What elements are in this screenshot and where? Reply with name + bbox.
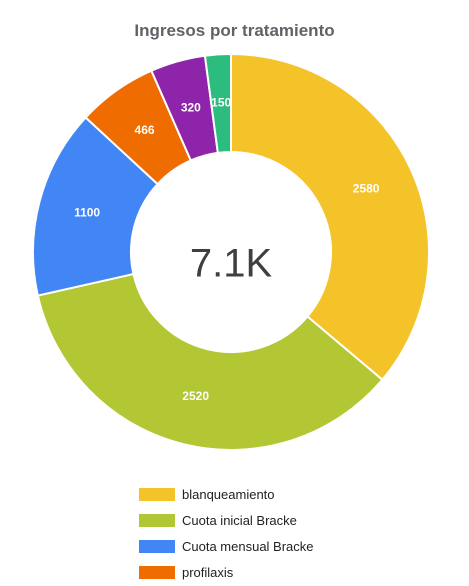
slice-value-label: 466: [135, 123, 155, 137]
slice-value-label: 2520: [182, 389, 209, 403]
slice-value-label: 320: [181, 101, 201, 115]
donut-slice[interactable]: [36, 272, 384, 451]
legend-item[interactable]: Cuota inicial Bracke: [139, 507, 399, 533]
center-total: 7.1K: [190, 242, 273, 286]
legend-item[interactable]: Cuota mensual Bracke: [139, 533, 399, 559]
donut-slice[interactable]: [203, 52, 232, 154]
donut-slice[interactable]: [230, 52, 430, 382]
legend-label: profilaxis: [182, 564, 234, 580]
legend-label: Cuota mensual Bracke: [182, 538, 314, 554]
chart-title: Ingresos por tratamiento: [134, 21, 335, 40]
slice-value-label: 150: [211, 95, 231, 109]
legend-label: blanqueamiento: [182, 486, 275, 502]
legend-swatch: [139, 487, 175, 501]
legend-swatch: [139, 513, 175, 527]
donut-slice[interactable]: [32, 116, 160, 297]
slice-value-label: 1100: [74, 206, 100, 220]
legend-swatch: [139, 539, 175, 553]
slice-value-label: 2580: [353, 181, 380, 195]
slice-labels: 2580 2520 1100 466 320 150: [74, 95, 380, 402]
legend-item[interactable]: profilaxis: [139, 559, 399, 585]
legend: blanqueamiento Cuota inicial Bracke Cuot…: [139, 481, 399, 585]
legend-item[interactable]: blanqueamiento: [139, 481, 399, 507]
donut-slices: [32, 52, 430, 451]
legend-swatch: [139, 565, 175, 579]
legend-label: Cuota inicial Bracke: [182, 512, 297, 528]
